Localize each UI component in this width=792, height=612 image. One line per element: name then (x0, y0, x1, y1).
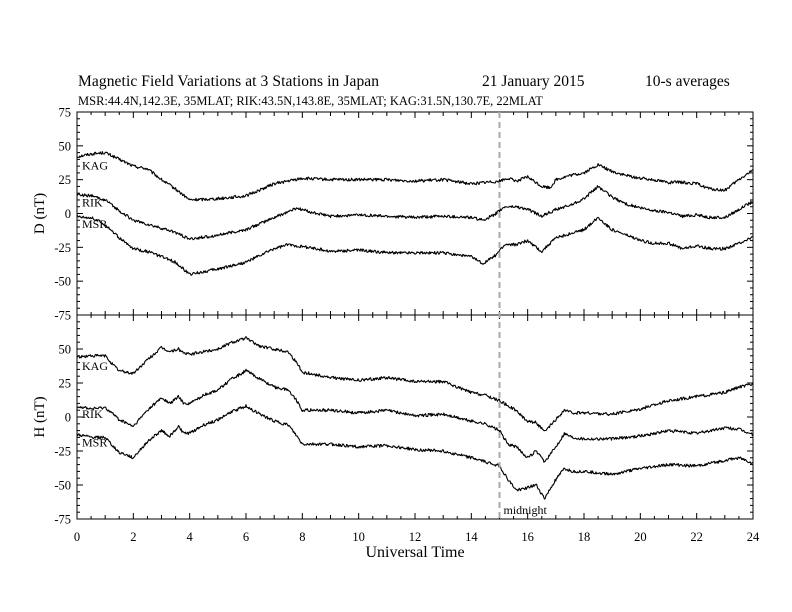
y-tick-label: -75 (54, 309, 71, 323)
x-tick-label: 2 (130, 530, 136, 544)
series-line-rik (76, 185, 754, 241)
x-tick-label: 6 (243, 530, 249, 544)
averaging-note: 10-s averages (645, 73, 730, 90)
y-axis-label: H (nT) (32, 396, 48, 437)
x-tick-label: 20 (634, 530, 647, 544)
x-tick-label: 12 (409, 530, 422, 544)
x-tick-label: 16 (521, 530, 534, 544)
series-label-kag: KAG (82, 359, 108, 373)
y-tick-label: 25 (59, 173, 72, 187)
y-tick-label: 0 (65, 411, 71, 425)
series-label-rik: RIK (82, 407, 103, 421)
y-tick-label: -25 (54, 241, 71, 255)
x-tick-label: 8 (299, 530, 305, 544)
chart-title: Magnetic Field Variations at 3 Stations … (78, 73, 380, 90)
y-tick-label: 50 (59, 343, 72, 357)
y-tick-label: 50 (59, 139, 72, 153)
x-tick-label: 10 (352, 530, 365, 544)
x-tick-label: 18 (578, 530, 591, 544)
x-tick-label: 22 (690, 530, 703, 544)
y-tick-label: -25 (54, 445, 71, 459)
y-tick-label: 0 (65, 207, 71, 221)
series-label-rik: RIK (82, 196, 103, 210)
y-axis-label: D (nT) (32, 193, 48, 234)
x-axis-label: Universal Time (365, 544, 464, 561)
x-tick-label: 0 (74, 530, 80, 544)
station-coordinates: MSR:44.4N,142.3E, 35MLAT; RIK:43.5N,143.… (78, 94, 543, 108)
x-tick-label: 14 (465, 530, 478, 544)
panel-frame (76, 111, 754, 316)
series-line-msr (76, 214, 754, 276)
series-label-msr: MSR (82, 436, 107, 450)
series-line-kag (76, 336, 754, 432)
y-tick-label: 75 (59, 106, 72, 120)
y-tick-label: -50 (54, 275, 71, 289)
series-line-rik (76, 368, 754, 463)
series-label-msr: MSR (82, 217, 107, 231)
y-tick-label: 25 (59, 377, 72, 391)
chart-date: 21 January 2015 (482, 73, 585, 90)
x-tick-label: 24 (747, 530, 760, 544)
midnight-label: midnight (504, 503, 548, 517)
x-tick-label: 4 (187, 530, 194, 544)
y-tick-label: -50 (54, 479, 71, 493)
series-label-kag: KAG (82, 159, 108, 173)
h-component-panel: 50 25 0 -25 -50 -75 H (nT) KAG RIK MSR (32, 314, 754, 527)
panel-frame (76, 314, 754, 520)
series-line-kag (76, 151, 754, 202)
d-component-panel: 75 50 25 0 -25 -50 -75 D (nT) KAG RIK MSR (32, 106, 754, 323)
y-tick-label: -75 (54, 513, 71, 527)
series-line-msr (76, 404, 754, 500)
